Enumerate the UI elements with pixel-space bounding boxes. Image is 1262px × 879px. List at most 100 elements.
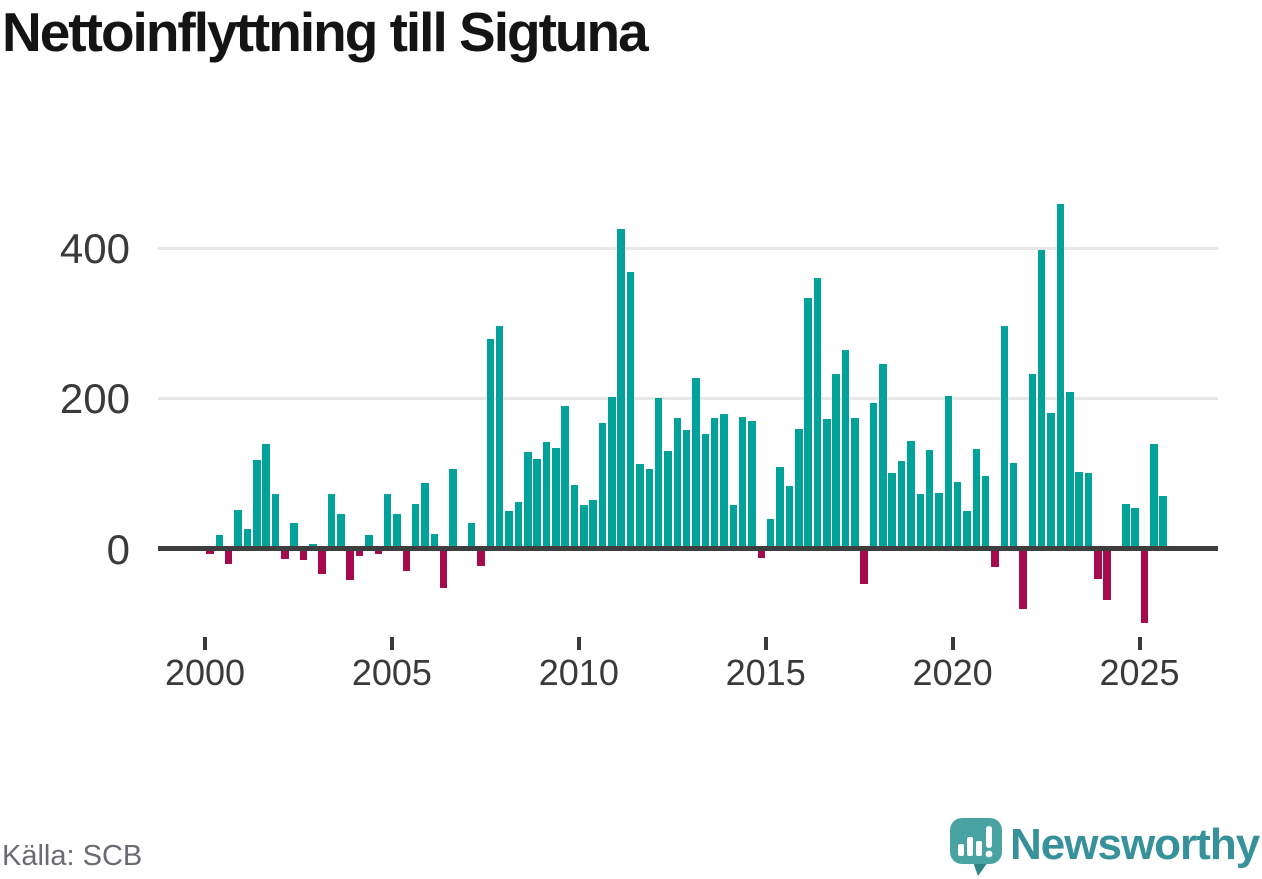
bar-2003-Q3 [337, 513, 345, 548]
bar-2012-Q1 [654, 398, 663, 548]
bar-2002-Q4 [309, 543, 317, 548]
bar-2010-Q4 [608, 397, 616, 548]
x-tick-label-2025: 2025 [1099, 652, 1180, 693]
bar-2013-Q2 [701, 433, 710, 548]
bar-2024-Q3 [1122, 503, 1130, 548]
bar-2025-Q2 [1150, 443, 1158, 548]
bar-2023-Q1 [1066, 392, 1074, 548]
x-tick-mark [389, 637, 394, 650]
bar-2007-Q2 [477, 548, 485, 566]
bar-2019-Q1 [916, 493, 924, 548]
bar-2018-Q3 [897, 460, 906, 548]
chart-title: Nettoinflyttning till Sigtuna [2, 1, 649, 63]
bar-2013-Q1 [692, 377, 700, 548]
bar-2013-Q3 [710, 418, 719, 548]
bar-2018-Q1 [879, 363, 887, 548]
bar-2021-Q1 [991, 548, 999, 567]
bar-2010-Q1 [580, 505, 588, 548]
bar-2005-Q2 [402, 548, 411, 572]
bar-2004-Q4 [383, 493, 392, 548]
bar-2015-Q4 [795, 429, 803, 548]
bar-2009-Q4 [570, 485, 579, 548]
bar-2015-Q2 [776, 467, 784, 548]
bar-2020-Q2 [963, 510, 971, 548]
x-axis-zero-line [158, 546, 1218, 551]
bar-2022-Q4 [1056, 204, 1065, 548]
bar-2005-Q3 [411, 503, 420, 548]
bar-2011-Q3 [636, 464, 644, 548]
bar-2021-Q3 [1009, 462, 1018, 548]
x-tick-label-2000: 2000 [164, 652, 246, 693]
bar-2017-Q4 [869, 402, 878, 548]
bar-2001-Q3 [262, 443, 270, 548]
bar-2014-Q2 [738, 416, 747, 548]
x-tick-label-2015: 2015 [725, 652, 806, 693]
bar-2009-Q1 [542, 442, 551, 548]
bar-2005-Q1 [393, 514, 401, 548]
bar-2007-Q4 [495, 326, 504, 548]
bar-2004-Q2 [365, 534, 373, 548]
bar-2004-Q1 [355, 548, 364, 557]
bar-2015-Q1 [766, 518, 775, 548]
bar-2019-Q2 [925, 449, 934, 548]
bar-2001-Q2 [253, 459, 261, 548]
bar-2014-Q4 [757, 548, 766, 559]
bar-2016-Q1 [804, 298, 812, 548]
y-tick-label-200: 200 [59, 375, 130, 422]
bar-2016-Q2 [813, 277, 822, 548]
bar-2016-Q3 [823, 418, 831, 548]
bar-2012-Q4 [682, 430, 691, 548]
bar-2001-Q4 [271, 494, 280, 548]
bar-2023-Q4 [1094, 548, 1102, 580]
bar-2007-Q3 [486, 339, 495, 548]
bar-2002-Q3 [299, 548, 308, 560]
source-note: Källa: SCB [2, 840, 143, 872]
x-tick-mark [1137, 637, 1142, 650]
bar-2024-Q1 [1103, 548, 1111, 601]
bar-2011-Q4 [645, 468, 653, 548]
bar-2025-Q1 [1140, 548, 1149, 623]
bar-2018-Q2 [888, 473, 896, 548]
x-tick-label-2005: 2005 [351, 652, 432, 693]
newsworthy-logo-icon [950, 818, 1002, 876]
bar-2008-Q1 [505, 510, 513, 548]
bar-2022-Q1 [1028, 374, 1037, 548]
bar-2003-Q2 [327, 494, 336, 548]
bar-2021-Q4 [1019, 548, 1027, 610]
bar-2008-Q3 [524, 451, 532, 548]
bar-2009-Q2 [552, 448, 560, 548]
bar-2000-Q4 [234, 509, 242, 548]
gridline-400 [158, 247, 1218, 250]
bar-2023-Q3 [1084, 472, 1093, 548]
x-tick-label-2010: 2010 [538, 652, 619, 693]
bar-2012-Q3 [673, 418, 682, 548]
bar-2022-Q3 [1047, 412, 1055, 548]
gridline-200 [158, 397, 1218, 400]
bar-2014-Q1 [729, 504, 738, 548]
bar-2005-Q4 [421, 483, 429, 548]
bar-2001-Q1 [243, 528, 252, 548]
bar-2007-Q1 [467, 523, 476, 548]
brand-wordmark: Newsworthy [1010, 820, 1260, 869]
bar-2006-Q1 [430, 533, 439, 548]
bar-2020-Q4 [981, 475, 990, 548]
bar-2017-Q3 [860, 548, 868, 584]
x-tick-label-2020: 2020 [912, 652, 993, 693]
bar-2000-Q3 [224, 548, 233, 564]
y-tick-label-0: 0 [106, 526, 130, 573]
bar-2011-Q2 [626, 271, 635, 548]
bar-2006-Q2 [439, 548, 448, 589]
bar-2017-Q2 [851, 418, 859, 548]
bar-2010-Q3 [598, 423, 607, 548]
bar-2000-Q2 [215, 534, 224, 548]
x-tick-mark [203, 637, 207, 650]
bar-2008-Q2 [514, 502, 523, 548]
bar-2018-Q4 [907, 441, 915, 548]
bar-2022-Q2 [1037, 250, 1046, 548]
bar-2012-Q2 [664, 451, 672, 548]
bar-2023-Q2 [1075, 471, 1083, 548]
bar-2016-Q4 [832, 374, 840, 548]
y-tick-label-400: 400 [59, 225, 130, 272]
bar-2021-Q2 [1000, 326, 1009, 548]
